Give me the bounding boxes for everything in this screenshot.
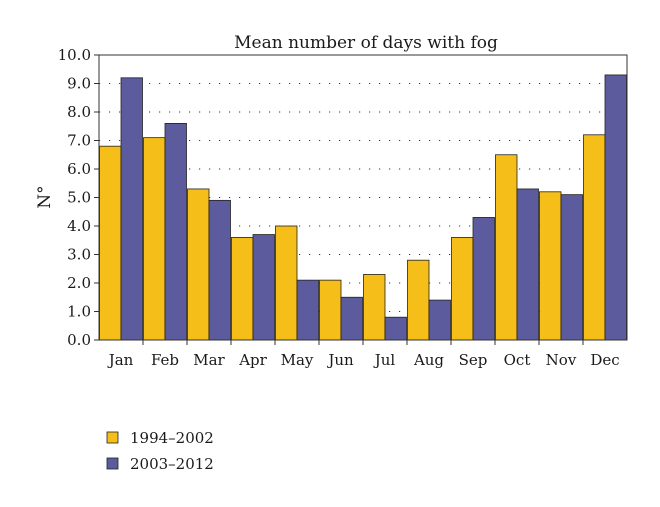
bar xyxy=(340,296,363,341)
bar xyxy=(363,274,386,341)
bar xyxy=(187,188,210,341)
bar xyxy=(120,77,143,341)
x-tick-label: Jan xyxy=(107,351,134,369)
x-tick-label: Sep xyxy=(459,351,488,369)
x-tick-label: Oct xyxy=(504,351,531,369)
bar xyxy=(604,74,627,341)
y-tick-label: 0.0 xyxy=(67,331,91,349)
bar xyxy=(319,279,342,341)
x-tick-label: Jul xyxy=(373,351,396,369)
bar xyxy=(164,123,187,341)
y-tick-label: 3.0 xyxy=(67,246,91,264)
y-tick-label: 5.0 xyxy=(67,189,91,207)
bar xyxy=(583,134,606,341)
bar xyxy=(495,154,518,341)
legend-label: 1994–2002 xyxy=(130,429,214,447)
y-axis-label: N° xyxy=(35,185,55,208)
bar xyxy=(231,236,254,341)
bar xyxy=(143,137,166,341)
y-tick-label: 6.0 xyxy=(67,160,91,178)
bar xyxy=(451,236,474,341)
bar xyxy=(384,316,407,341)
axes: 0.0 1.0 2.0 3.0 4.0 5.0 6.0 7.0 8.0 9.0 10.0 Jan Feb… xyxy=(58,46,628,369)
legend-swatch xyxy=(106,431,119,444)
bar xyxy=(560,194,583,341)
bars xyxy=(99,74,627,341)
y-tick-label: 2.0 xyxy=(67,274,91,292)
chart-title: Mean number of days with fog xyxy=(234,33,498,53)
bar xyxy=(428,299,451,341)
x-tick-label: Nov xyxy=(546,351,577,369)
x-tick-label: Dec xyxy=(590,351,619,369)
x-tick-label: Jun xyxy=(326,351,354,369)
x-tick-label: Aug xyxy=(413,351,444,369)
x-tick-label: Feb xyxy=(151,351,179,369)
y-tick-label: 9.0 xyxy=(67,75,91,93)
legend: 1994–2002 2003–2012 xyxy=(106,429,214,473)
bar xyxy=(472,217,495,341)
bar xyxy=(275,225,298,341)
x-tick-label: May xyxy=(281,351,314,369)
bar xyxy=(208,199,231,341)
bar xyxy=(407,259,430,341)
y-tick-label: 7.0 xyxy=(67,132,91,150)
y-tick-label: 10.0 xyxy=(58,46,91,64)
bar xyxy=(99,145,122,341)
y-tick-label: 4.0 xyxy=(67,217,91,235)
x-tick-label: Mar xyxy=(193,351,225,369)
bar xyxy=(539,191,562,341)
x-tick-label: Apr xyxy=(238,351,267,369)
legend-swatch xyxy=(106,457,119,470)
bar xyxy=(516,188,539,341)
y-tick-label: 8.0 xyxy=(67,103,91,121)
legend-label: 2003–2012 xyxy=(130,455,214,473)
bar xyxy=(296,279,319,341)
y-tick-label: 1.0 xyxy=(67,303,91,321)
bar xyxy=(252,234,275,341)
